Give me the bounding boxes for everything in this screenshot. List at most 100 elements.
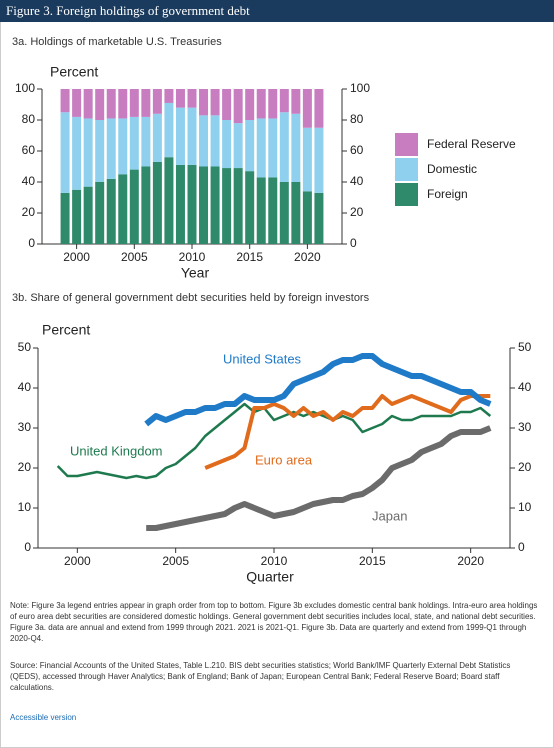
x-tick-label: 2015 <box>236 250 263 264</box>
x-tick-label: 2020 <box>457 554 484 568</box>
bar-segment <box>60 112 70 193</box>
y2-tick-label: 40 <box>518 380 532 394</box>
bar-segment <box>256 89 266 119</box>
bar-segment <box>291 89 301 114</box>
bar-segment <box>141 89 151 117</box>
bar-segment <box>314 127 324 193</box>
bar-segment <box>129 169 139 244</box>
bar-segment <box>302 127 312 192</box>
series-label: United Kingdom <box>70 443 163 458</box>
y2-tick-label: 80 <box>350 112 364 126</box>
x-tick-label: 2005 <box>162 554 189 568</box>
bar-segment <box>60 89 70 113</box>
bar-segment <box>83 186 93 244</box>
bar-segment <box>222 120 232 169</box>
bar-segment <box>152 113 162 162</box>
x-tick-label: 2005 <box>121 250 148 264</box>
bar-segment <box>106 89 116 119</box>
x-axis-label: Quarter <box>246 569 294 585</box>
chart-subtitle: 3a. Holdings of marketable U.S. Treasuri… <box>12 36 222 48</box>
bar-segment <box>233 89 243 124</box>
series-label: United States <box>223 351 302 366</box>
line-series <box>144 353 492 427</box>
y2-tick-label: 40 <box>350 174 364 188</box>
bar-segment <box>129 116 139 170</box>
y2-tick-label: 10 <box>518 500 532 514</box>
bar-segment <box>164 102 174 158</box>
y-axis-label: Percent <box>50 64 98 80</box>
y2-tick-label: 20 <box>350 205 364 219</box>
bar-segment <box>279 182 289 244</box>
y2-tick-label: 100 <box>350 81 370 95</box>
y-tick-label: 0 <box>24 540 31 554</box>
bar-segment <box>279 89 289 113</box>
bar-segment <box>175 89 185 108</box>
bar-segment <box>256 177 266 244</box>
y-tick-label: 40 <box>22 174 36 188</box>
y2-tick-label: 30 <box>518 420 532 434</box>
line-series <box>56 402 492 480</box>
bar-segment <box>72 189 82 244</box>
legend-label: Foreign <box>427 187 468 201</box>
notes: Note: Figure 3a legend entries appear in… <box>10 601 538 643</box>
bar-segment <box>291 182 301 244</box>
bar-segment <box>72 116 82 190</box>
y-tick-label: 30 <box>18 420 32 434</box>
bar-segment <box>72 89 82 117</box>
bar-segment <box>118 89 128 119</box>
y-axis-label: Percent <box>42 322 90 338</box>
bar-segment <box>199 89 209 116</box>
bar-segment <box>268 177 278 244</box>
figure-title: Figure 3. Foreign holdings of government… <box>0 0 554 22</box>
x-tick-label: 2015 <box>359 554 386 568</box>
bar-segment <box>141 166 151 244</box>
y-tick-label: 40 <box>18 380 32 394</box>
y-tick-label: 60 <box>22 143 36 157</box>
y2-tick-label: 20 <box>518 460 532 474</box>
bar-segment <box>83 118 93 187</box>
bar-segment <box>106 178 116 244</box>
bar-segment <box>95 89 105 120</box>
bar-segment <box>175 107 185 165</box>
bar-segment <box>210 115 220 167</box>
legend-swatch <box>395 158 418 181</box>
bar-segment <box>95 120 105 182</box>
bar-segment <box>245 171 255 244</box>
y-tick-label: 100 <box>15 81 35 95</box>
source: Source: Financial Accounts of the United… <box>10 661 511 692</box>
line-series <box>204 394 491 470</box>
bar-segment <box>302 191 312 244</box>
series-label: Euro area <box>255 452 313 467</box>
x-tick-label: 2000 <box>64 554 91 568</box>
bar-segment <box>245 89 255 120</box>
accessible-link[interactable]: Accessible version <box>10 713 77 722</box>
y2-tick-label: 0 <box>518 540 525 554</box>
bar-segment <box>314 192 324 244</box>
x-axis-label: Year <box>181 265 210 281</box>
legend-label: Domestic <box>427 162 477 176</box>
bar-segment <box>83 89 93 119</box>
bar-segment <box>268 118 278 178</box>
line-series <box>146 425 492 531</box>
legend-swatch <box>395 183 418 206</box>
bar-segment <box>175 164 185 244</box>
y-tick-label: 20 <box>22 205 36 219</box>
bar-segment <box>199 166 209 244</box>
y2-tick-label: 60 <box>350 143 364 157</box>
charts: 3a. Holdings of marketable U.S. Treasuri… <box>12 36 532 585</box>
bar-segment <box>222 89 232 120</box>
bar-segment <box>95 182 105 244</box>
bar-segment <box>233 168 243 244</box>
legend-label: Federal Reserve <box>427 137 516 151</box>
legend-swatch <box>395 133 418 156</box>
bar-segment <box>60 192 70 244</box>
bar-segment <box>152 89 162 114</box>
bar-segment <box>291 113 301 182</box>
x-tick-label: 2000 <box>63 250 90 264</box>
bar-segment <box>164 157 174 244</box>
bar-segment <box>210 166 220 244</box>
bar-segment <box>106 118 116 179</box>
bar-segment <box>187 107 197 165</box>
bar-segment <box>129 89 139 117</box>
x-tick-label: 2010 <box>261 554 288 568</box>
